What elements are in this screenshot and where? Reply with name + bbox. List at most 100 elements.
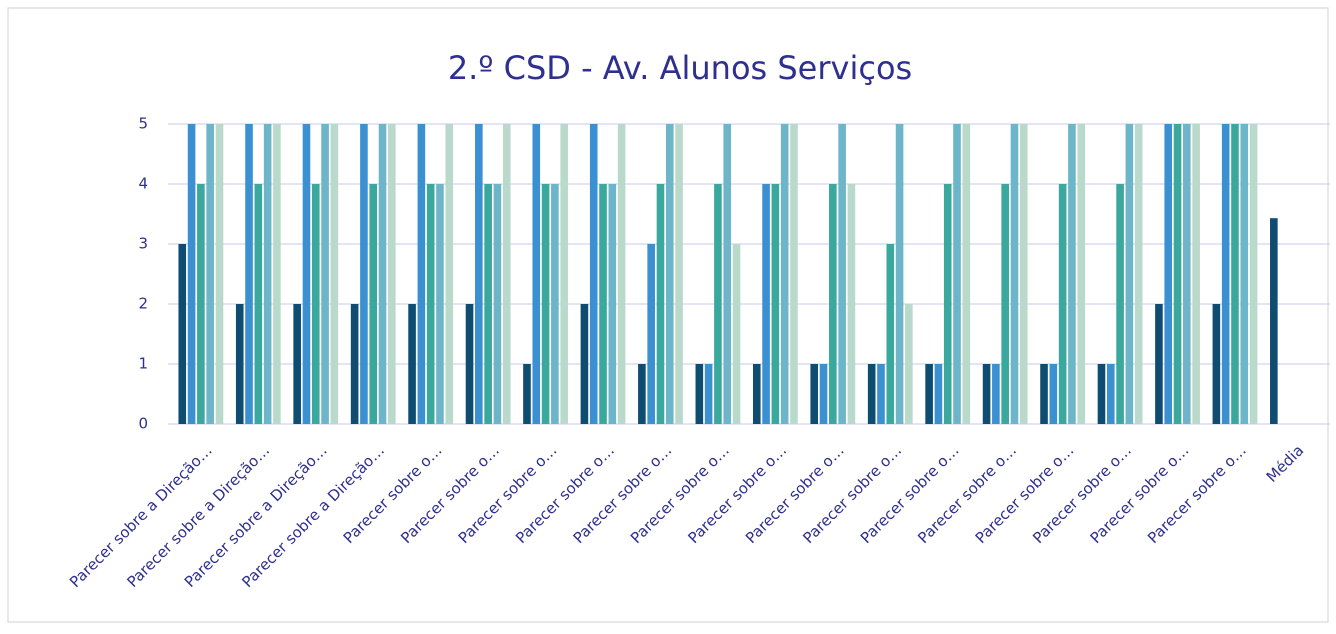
bar: [780, 124, 789, 424]
bar: [378, 124, 387, 424]
bar: [953, 124, 961, 424]
bar: [1040, 364, 1048, 424]
bar: [311, 184, 320, 424]
bar: [647, 244, 655, 424]
bar: [1192, 124, 1200, 424]
bar: [943, 184, 952, 424]
bar: [197, 184, 205, 424]
bar: [867, 364, 876, 424]
bar: [178, 244, 187, 424]
bar: [962, 124, 971, 424]
bar: [704, 364, 713, 424]
bar: [1125, 124, 1134, 424]
bar: [1077, 124, 1086, 424]
bar: [992, 364, 1000, 424]
bar: [493, 184, 502, 424]
bar: [551, 184, 559, 424]
y-tick-label: 2: [138, 295, 148, 313]
bar: [982, 364, 991, 424]
bar: [465, 304, 474, 424]
bar: [1116, 184, 1124, 424]
bar: [1058, 184, 1067, 424]
chart-title: 2.º CSD - Av. Alunos Serviços: [448, 49, 912, 87]
bar: [560, 124, 568, 424]
bar: [847, 184, 856, 424]
bar: [714, 184, 722, 424]
bar: [1270, 218, 1278, 424]
bar: [369, 184, 378, 424]
bar: [925, 364, 933, 424]
bar: [1097, 364, 1106, 424]
bar: [408, 304, 416, 424]
bar: [445, 124, 454, 424]
bar: [608, 184, 617, 424]
bar: [599, 184, 607, 424]
bar: [1134, 124, 1143, 424]
bar: [215, 124, 224, 424]
bar: [1010, 124, 1019, 424]
bar: [589, 124, 598, 424]
bar: [1212, 304, 1221, 424]
bar: [752, 364, 761, 424]
bar: [502, 124, 511, 424]
bar: [819, 364, 828, 424]
bar: [360, 124, 368, 424]
bar: [263, 124, 272, 424]
bar: [484, 184, 492, 424]
bar: [723, 124, 732, 424]
y-tick-label: 1: [138, 355, 148, 373]
bar: [1106, 364, 1115, 424]
bar: [532, 124, 541, 424]
bar: [330, 124, 339, 424]
bar: [302, 124, 311, 424]
bar: [895, 124, 904, 424]
bar: [1001, 184, 1009, 424]
bar: [886, 244, 895, 424]
bar: [877, 364, 885, 424]
bar: [206, 124, 214, 424]
bar: [523, 364, 531, 424]
bar: [829, 184, 837, 424]
bar: [695, 364, 704, 424]
bar: [235, 304, 244, 424]
bar: [1019, 124, 1028, 424]
bar: [254, 184, 263, 424]
bar: [790, 124, 798, 424]
bar: [762, 184, 770, 424]
bar: [1173, 124, 1182, 424]
bar: [580, 304, 589, 424]
bar: [321, 124, 329, 424]
y-tick-label: 4: [138, 175, 148, 193]
bar: [426, 184, 435, 424]
bar: [656, 184, 665, 424]
bar: [1221, 124, 1230, 424]
bar: [1249, 124, 1258, 424]
bar: [905, 304, 913, 424]
bar: [675, 124, 683, 424]
y-tick-label: 5: [138, 115, 148, 133]
bar: [1183, 124, 1191, 424]
bar: [417, 124, 426, 424]
y-tick-label: 3: [138, 235, 148, 253]
bar: [388, 124, 396, 424]
bar: [187, 124, 196, 424]
bar: [541, 184, 550, 424]
bar: [617, 124, 626, 424]
bar: [293, 304, 301, 424]
bar: [638, 364, 646, 424]
bar: [436, 184, 444, 424]
bar: [1049, 364, 1058, 424]
bar: [1155, 304, 1163, 424]
bar: [1164, 124, 1173, 424]
bar: [934, 364, 943, 424]
bar: [1231, 124, 1239, 424]
bar: [838, 124, 846, 424]
bar: [732, 244, 741, 424]
bar: [665, 124, 674, 424]
bar: [273, 124, 281, 424]
bar: [771, 184, 780, 424]
bar: [1068, 124, 1076, 424]
bar: [475, 124, 483, 424]
bar: [245, 124, 253, 424]
